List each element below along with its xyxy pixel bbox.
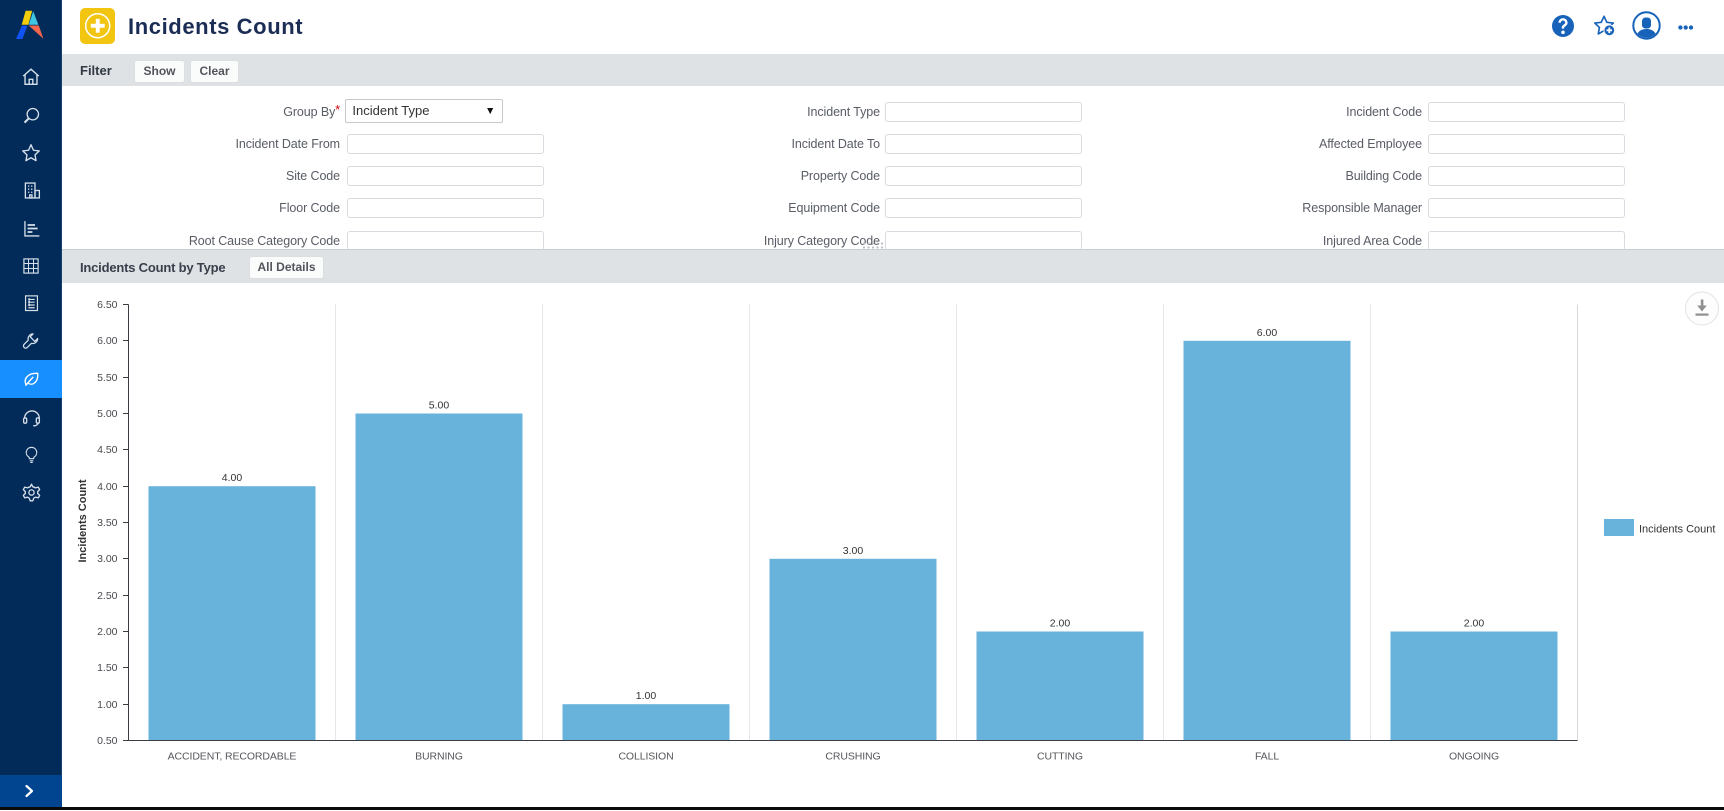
svg-text:CUTTING: CUTTING bbox=[1037, 751, 1083, 763]
svg-text:6.00: 6.00 bbox=[97, 335, 118, 347]
svg-text:6.50: 6.50 bbox=[97, 299, 118, 311]
svg-text:2.50: 2.50 bbox=[97, 590, 118, 602]
svg-text:4.00: 4.00 bbox=[222, 472, 243, 484]
svg-text:CRUSHING: CRUSHING bbox=[825, 751, 880, 763]
svg-text:3.50: 3.50 bbox=[97, 517, 118, 529]
svg-text:1.00: 1.00 bbox=[636, 690, 657, 702]
svg-text:5.00: 5.00 bbox=[429, 400, 450, 412]
svg-text:ONGOING: ONGOING bbox=[1449, 751, 1499, 763]
svg-text:3.00: 3.00 bbox=[97, 553, 118, 565]
svg-text:5.00: 5.00 bbox=[97, 408, 118, 420]
svg-text:COLLISION: COLLISION bbox=[618, 751, 673, 763]
svg-text:5.50: 5.50 bbox=[97, 372, 118, 384]
svg-text:2.00: 2.00 bbox=[97, 626, 118, 638]
svg-text:1.00: 1.00 bbox=[97, 699, 118, 711]
svg-text:4.00: 4.00 bbox=[97, 481, 118, 493]
svg-text:2.00: 2.00 bbox=[1464, 618, 1485, 630]
svg-text:3.00: 3.00 bbox=[843, 545, 864, 557]
svg-text:Incidents Count: Incidents Count bbox=[1639, 524, 1715, 536]
svg-text:Incidents Count: Incidents Count bbox=[77, 479, 89, 562]
svg-text:ACCIDENT, RECORDABLE: ACCIDENT, RECORDABLE bbox=[168, 751, 297, 763]
svg-text:BURNING: BURNING bbox=[415, 751, 463, 763]
svg-text:0.50: 0.50 bbox=[97, 735, 118, 747]
svg-text:6.00: 6.00 bbox=[1257, 327, 1278, 339]
svg-text:1.50: 1.50 bbox=[97, 662, 118, 674]
svg-text:2.00: 2.00 bbox=[1050, 618, 1071, 630]
svg-text:4.50: 4.50 bbox=[97, 444, 118, 456]
svg-text:FALL: FALL bbox=[1255, 751, 1279, 763]
